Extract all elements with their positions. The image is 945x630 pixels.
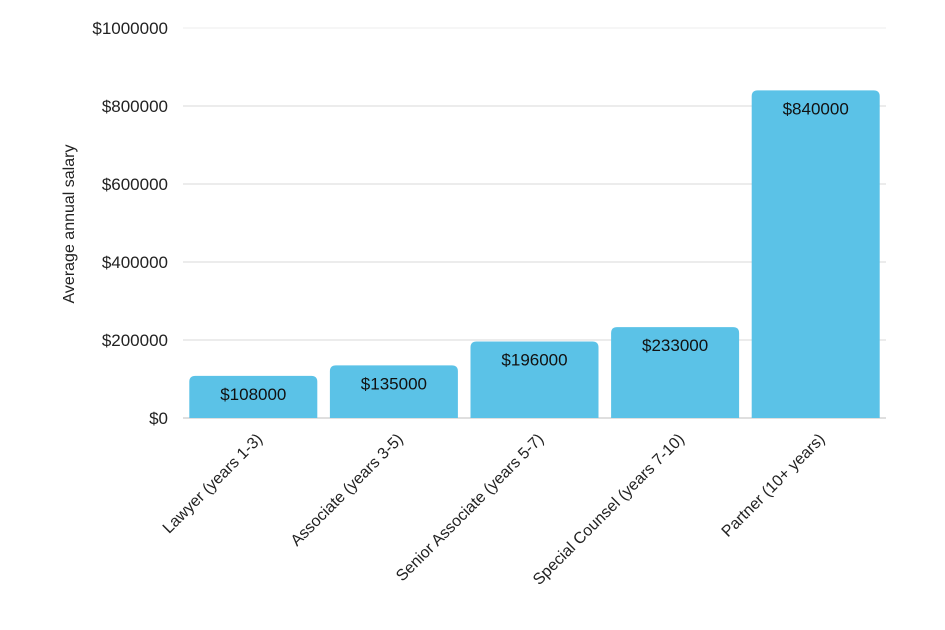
- data-labels: $108000 $135000 $196000 $233000 $840000: [220, 99, 849, 403]
- bar: [470, 341, 599, 418]
- x-category-label: Senior Associate (years 5-7): [393, 431, 547, 585]
- y-tick-label: $200000: [102, 331, 168, 350]
- bar: [189, 375, 318, 418]
- bar: [611, 327, 740, 418]
- bar: [329, 365, 458, 418]
- y-axis-label: Average annual salary: [61, 145, 78, 304]
- data-label: $233000: [642, 336, 708, 355]
- y-tick-label: $400000: [102, 253, 168, 272]
- x-category-label: Lawyer (years 1-3): [160, 431, 266, 537]
- y-tick-label: $600000: [102, 175, 168, 194]
- x-category-label: Partner (10+ years): [719, 431, 829, 541]
- y-tick-label: $1000000: [92, 19, 168, 38]
- y-tick-label: $0: [149, 409, 168, 428]
- x-category-labels: Lawyer (years 1-3) Associate (years 3-5)S…: [160, 431, 829, 589]
- bars: [189, 90, 880, 419]
- data-label: $108000: [220, 385, 286, 404]
- data-label: $135000: [361, 374, 427, 393]
- x-category-label: Associate (years 3-5): [288, 431, 407, 550]
- y-tick-label: $800000: [102, 97, 168, 116]
- y-tick-labels: $0 $200000 $400000 $600000 $800000 $1000000: [92, 19, 168, 428]
- data-label: $196000: [501, 351, 567, 370]
- data-label: $840000: [783, 99, 849, 118]
- x-category-label: Special Counsel (years 7-10): [530, 431, 688, 589]
- bar: [751, 90, 880, 419]
